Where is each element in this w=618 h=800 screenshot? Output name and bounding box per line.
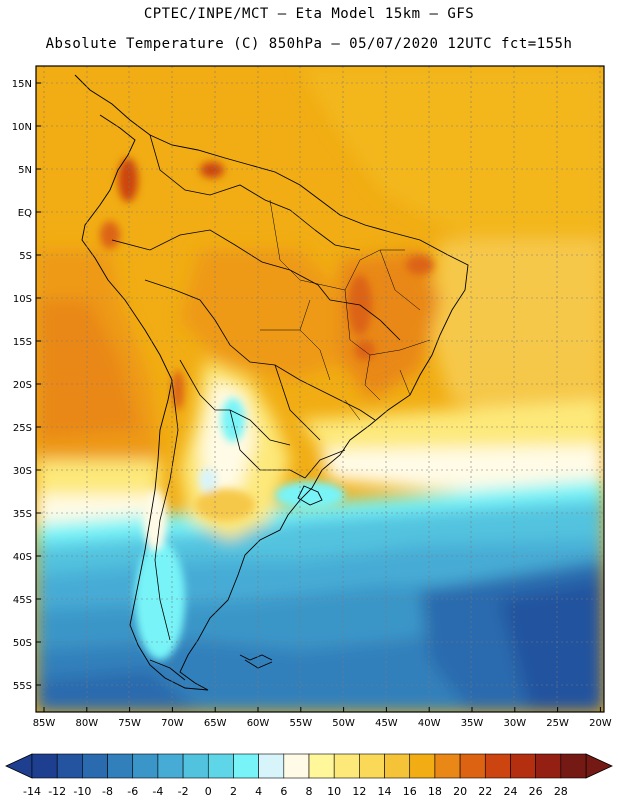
lon-label: 75W — [118, 718, 141, 729]
lat-label: 40S — [13, 552, 32, 563]
colorbar-label: 6 — [280, 785, 287, 798]
colorbar-label: 10 — [327, 785, 341, 798]
colorbar-label: 12 — [352, 785, 366, 798]
colorbar-label: 16 — [403, 785, 417, 798]
lon-label: 65W — [204, 718, 227, 729]
colorbar-swatch — [384, 753, 411, 779]
lat-label: 5S — [19, 251, 32, 262]
colorbar-swatch — [409, 753, 436, 779]
colorbar-label: 24 — [503, 785, 517, 798]
colorbar-swatch — [510, 753, 536, 779]
colorbar-label: 18 — [428, 785, 442, 798]
lat-label: 10N — [12, 122, 32, 133]
lon-label: 35W — [461, 718, 484, 729]
colorbar-swatch — [283, 753, 310, 779]
map-frame — [35, 65, 605, 713]
lon-label: 50W — [332, 718, 355, 729]
lat-label: EQ — [18, 208, 32, 219]
temperature-field — [36, 66, 604, 712]
colorbar-swatch — [107, 753, 134, 779]
latitude-labels: 15N 10N 5N EQ 5S 10S 15S 20S 25S 30S 35S 40S 45S 50S 5… — [12, 79, 41, 692]
lat-label: 15N — [12, 79, 32, 90]
colorbar-label: 2 — [230, 785, 237, 798]
colorbar-swatch — [182, 753, 209, 779]
longitude-labels: 85W 80W 75W 70W 65W 60W 55W 50W 45W 40W 35W 30W 25W 2… — [33, 707, 612, 729]
lon-label: 70W — [161, 718, 184, 729]
colorbar-swatch — [308, 753, 335, 779]
lon-label: 20W — [589, 718, 612, 729]
colorbar-swatch — [157, 753, 184, 779]
colorbar-swatch — [359, 753, 385, 779]
colorbar-swatch — [207, 753, 234, 779]
colorbar-swatch — [233, 753, 259, 779]
colorbar-swatch — [459, 753, 486, 779]
colorbar-label: 4 — [255, 785, 262, 798]
colorbar-label: 20 — [453, 785, 467, 798]
colorbar-swatch — [132, 753, 159, 779]
colorbar-low-arrow — [5, 753, 33, 779]
title-line-1: CPTEC/INPE/MCT – Eta Model 15km – GFS — [143, 6, 475, 22]
colorbar-label: 14 — [378, 785, 392, 798]
colorbar-label: -12 — [48, 785, 66, 798]
colorbar-label: 8 — [306, 785, 313, 798]
colorbar-label: -14 — [23, 785, 41, 798]
colorbar-label: 26 — [529, 785, 543, 798]
colorbar-label: -10 — [73, 785, 91, 798]
colorbar-swatch — [82, 753, 108, 779]
colorbar-swatch — [31, 753, 58, 779]
lon-label: 60W — [247, 718, 270, 729]
colorbar-swatch — [434, 753, 461, 779]
colorbar-swatch — [333, 753, 360, 779]
colorbar: -14 -12 -10 -8 -6 -4 -2 0 2 4 6 8 10 12 14 16 18 20 22 24 26… — [5, 753, 613, 798]
lat-label: 45S — [13, 595, 32, 606]
lon-label: 40W — [418, 718, 441, 729]
lat-label: 20S — [13, 380, 32, 391]
lat-label: 10S — [13, 294, 32, 305]
colorbar-label: 22 — [478, 785, 492, 798]
lat-label: 15S — [13, 337, 32, 348]
colorbar-swatch — [484, 753, 511, 779]
colorbar-label: -2 — [178, 785, 189, 798]
lon-label: 25W — [546, 718, 569, 729]
colorbar-swatch — [535, 753, 562, 779]
country-borders — [111, 134, 401, 641]
lat-label: 50S — [13, 638, 32, 649]
colorbar-high-arrow — [585, 753, 613, 779]
colorbar-label: -4 — [152, 785, 163, 798]
colorbar-label: 0 — [205, 785, 212, 798]
lat-label: 25S — [13, 423, 32, 434]
colorbar-swatch — [56, 753, 83, 779]
lon-label: 80W — [75, 718, 98, 729]
colorbar-label: -6 — [127, 785, 138, 798]
lat-label: 5N — [18, 165, 32, 176]
lon-label: 55W — [289, 718, 312, 729]
colorbar-swatch — [258, 753, 285, 779]
lat-label: 55S — [13, 681, 32, 692]
colorbar-label: 28 — [554, 785, 568, 798]
colorbar-swatch — [560, 753, 587, 779]
lon-label: 30W — [503, 718, 526, 729]
colorbar-label: -8 — [102, 785, 113, 798]
lon-label: 85W — [33, 718, 56, 729]
state-borders — [260, 199, 431, 421]
lat-label: 35S — [13, 509, 32, 520]
title-line-2: Absolute Temperature (C) 850hPa – 05/07/… — [45, 36, 573, 52]
lon-label: 45W — [375, 718, 398, 729]
lat-label: 30S — [13, 466, 32, 477]
